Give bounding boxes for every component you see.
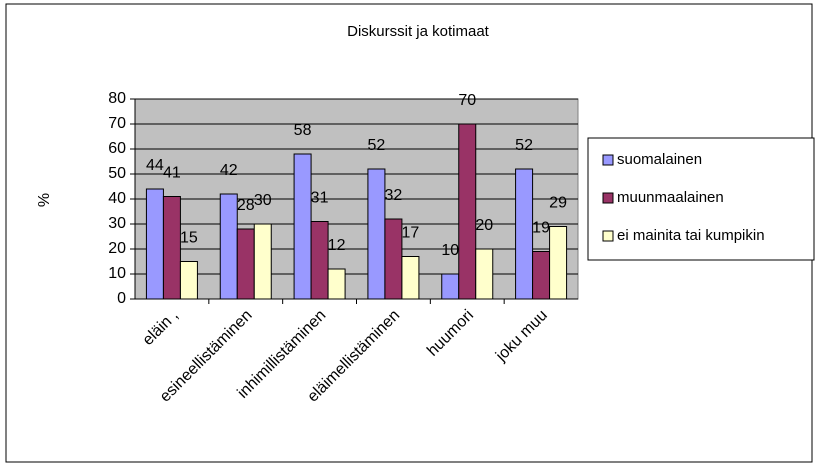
legend-swatch xyxy=(602,230,614,242)
data-label: 19 xyxy=(532,220,550,237)
legend-swatch xyxy=(602,154,614,166)
data-label: 42 xyxy=(220,162,238,179)
y-tick-label: 30 xyxy=(108,215,126,232)
y-tick-label: 0 xyxy=(117,290,126,307)
data-label: 30 xyxy=(254,192,272,209)
y-tick-label: 50 xyxy=(108,165,126,182)
bar xyxy=(441,273,460,300)
chart-title: Diskurssit ja kotimaat xyxy=(347,23,490,40)
data-label: 32 xyxy=(385,187,403,204)
y-tick-label: 80 xyxy=(108,90,126,107)
legend-text: muunmaalainen xyxy=(617,189,724,206)
legend-text: ei mainita tai kumpikin xyxy=(617,227,765,244)
bar xyxy=(145,188,164,300)
data-label: 52 xyxy=(368,137,386,154)
bar xyxy=(179,261,198,300)
bar xyxy=(475,248,494,300)
data-label: 29 xyxy=(549,195,567,212)
legend-swatch xyxy=(602,192,614,204)
legend-text: suomalainen xyxy=(617,151,702,168)
y-tick-label: 10 xyxy=(108,265,126,282)
data-label: 41 xyxy=(163,165,181,182)
y-tick-label: 60 xyxy=(108,140,126,157)
data-label: 10 xyxy=(441,242,459,259)
data-label: 58 xyxy=(294,122,312,139)
bar xyxy=(384,218,403,300)
data-label: 52 xyxy=(515,137,533,154)
data-label: 12 xyxy=(328,237,346,254)
y-tick-label: 40 xyxy=(108,190,126,207)
bar xyxy=(162,196,181,300)
bar xyxy=(515,168,534,300)
bar xyxy=(549,226,568,300)
y-tick-label: 70 xyxy=(108,115,126,132)
bar xyxy=(293,153,312,300)
bar xyxy=(327,268,346,300)
bar xyxy=(401,256,420,300)
bar xyxy=(458,123,477,300)
data-label: 28 xyxy=(237,197,255,214)
bar xyxy=(253,223,272,300)
legend-box xyxy=(587,137,815,261)
bar xyxy=(236,228,255,300)
bar xyxy=(219,193,238,300)
bar xyxy=(532,251,551,300)
y-tick-label: 20 xyxy=(108,240,126,257)
data-label: 17 xyxy=(402,225,420,242)
data-label: 20 xyxy=(475,217,493,234)
data-label: 70 xyxy=(458,92,476,109)
data-label: 15 xyxy=(180,230,198,247)
bar xyxy=(367,168,386,300)
data-label: 31 xyxy=(311,190,329,207)
data-label: 44 xyxy=(146,157,164,174)
legend: suomalainen muunmaalainen ei mainita tai k… xyxy=(587,137,815,261)
y-axis-label: % xyxy=(36,193,53,207)
bar xyxy=(310,221,329,300)
